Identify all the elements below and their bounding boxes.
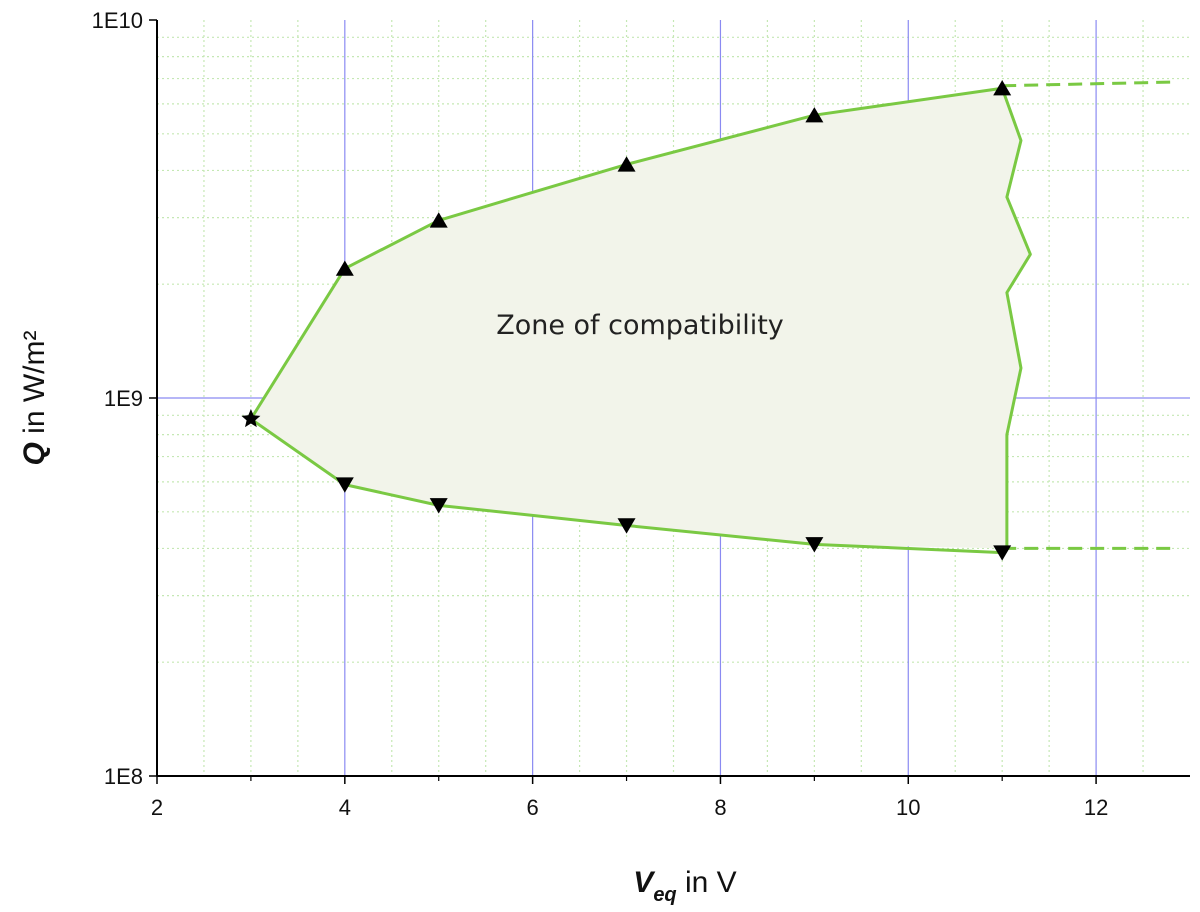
x-axis-symbol: V (633, 866, 656, 899)
markers (241, 80, 1012, 561)
y-axis-unit: in W/m² (18, 330, 51, 442)
y-axis-symbol: Q (18, 442, 51, 465)
y-tick-label: 1E10 (92, 8, 143, 33)
lower-bound-marker (993, 545, 1012, 561)
dashed-extension-line (1002, 80, 1172, 88)
x-tick-label: 6 (527, 795, 539, 820)
lower-bound-marker (617, 518, 636, 534)
upper-bound-marker (805, 107, 824, 123)
right-boundary-line (1000, 87, 1032, 549)
ticks: 2 4 6 8 10 12 1E8 1E9 1E10 (92, 8, 1109, 820)
zone-fill (250, 88, 1031, 549)
upper-bound-marker (993, 80, 1012, 96)
compatibility-zone (249, 80, 1172, 555)
lower-bound-marker (335, 477, 354, 493)
upper-boundary-line (249, 86, 1003, 420)
x-axis-unit: in V (677, 866, 737, 899)
lower-boundary-line (250, 417, 1003, 555)
x-axis-subscript: eq (653, 884, 676, 906)
y-axis-title: Q in W/m² (18, 330, 51, 465)
lower-bound-marker (805, 537, 824, 553)
upper-bound-marker (335, 260, 354, 276)
x-tick-label: 12 (1084, 795, 1108, 820)
x-tick-label: 2 (151, 795, 163, 820)
upper-bound-marker (429, 212, 448, 228)
x-tick-label: 8 (714, 795, 726, 820)
x-axis-title: Veq in V (633, 866, 736, 906)
y-tick-label: 1E9 (104, 386, 143, 411)
x-tick-label: 4 (339, 795, 351, 820)
start-star-marker (241, 409, 261, 428)
upper-bound-marker (617, 156, 636, 172)
lower-bound-marker (429, 498, 448, 514)
zone-annotation: Zone of compatibility (496, 310, 784, 341)
x-tick-label: 10 (896, 795, 920, 820)
y-tick-label: 1E8 (104, 764, 143, 789)
